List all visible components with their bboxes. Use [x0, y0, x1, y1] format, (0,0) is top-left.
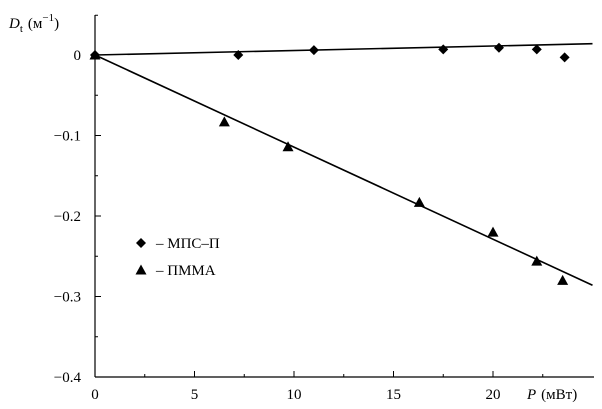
triangle-point — [282, 141, 294, 152]
x-tick-label: 5 — [191, 387, 199, 403]
x-tick-label: 10 — [287, 387, 302, 403]
y-tick-label: −0.2 — [54, 209, 81, 225]
legend-marker-2 — [135, 264, 147, 275]
triangle-point — [413, 196, 425, 207]
diamond-point — [438, 44, 449, 55]
x-tick-label: 15 — [386, 387, 401, 403]
triangle-point — [487, 226, 499, 237]
y-tick-label: −0.3 — [54, 290, 81, 306]
diamond-point — [308, 45, 319, 56]
data-points — [89, 42, 570, 285]
y-tick-label: −0.1 — [54, 129, 81, 145]
fit-line-2 — [94, 54, 593, 286]
diamond-point — [233, 50, 244, 60]
legend: – МПС–П – ПММА — [135, 236, 220, 279]
axes — [94, 15, 594, 378]
triangle-point — [557, 274, 569, 285]
y-tick-label: 0 — [74, 48, 82, 64]
diamond-point — [531, 44, 542, 55]
legend-marker-1 — [136, 238, 146, 248]
triangle-point — [218, 116, 230, 127]
diamond-point — [559, 52, 570, 63]
x-tick-label: 20 — [486, 387, 501, 403]
x-tick-label: 0 — [91, 387, 99, 403]
fit-line-1 — [94, 42, 593, 56]
diamond-point — [493, 42, 504, 53]
x-axis-title: P (мВт) — [526, 387, 577, 403]
legend-label-1: – МПС–П — [155, 236, 220, 252]
legend-label-2: – ПММА — [155, 263, 216, 279]
triangle-point — [531, 255, 543, 266]
ticks: 0 −0.1 −0.2 −0.3 −0.4 0 5 10 15 20 — [54, 14, 544, 403]
triangle-point — [89, 49, 101, 60]
fit-lines — [94, 42, 593, 286]
y-axis-title: Dt (м−1) — [8, 12, 59, 35]
y-tick-label: −0.4 — [54, 370, 82, 386]
